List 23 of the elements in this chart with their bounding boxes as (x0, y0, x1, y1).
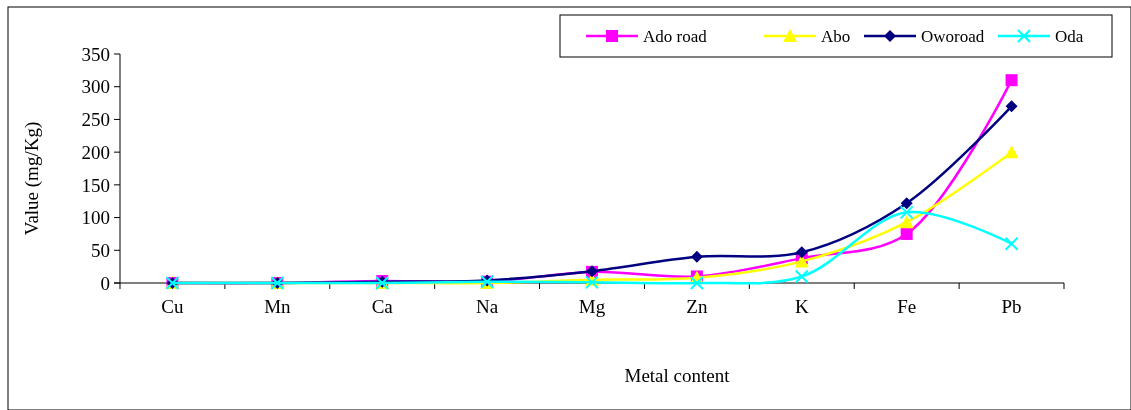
legend-label: Oworoad (921, 26, 985, 46)
y-tick-label: 250 (81, 109, 110, 131)
x-tick-label: Mn (264, 296, 292, 317)
y-tick-label: 300 (81, 76, 110, 98)
x-tick-label: Na (476, 296, 499, 317)
y-axis-title: Value (mg/Kg) (21, 121, 43, 236)
legend-label: Abo (821, 26, 851, 46)
x-tick-label: Cu (161, 296, 185, 317)
legend-label: Oda (1055, 26, 1084, 46)
x-axis-title: Metal content (624, 365, 731, 386)
legend-label: Ado road (643, 26, 708, 46)
y-tick-label: 200 (81, 141, 110, 163)
x-tick-label: Mg (578, 296, 606, 317)
x-tick-label: Ca (371, 296, 394, 317)
x-tick-label: Fe (897, 296, 917, 317)
x-tick-label: Pb (1001, 296, 1022, 317)
y-tick-label: 150 (81, 174, 110, 196)
y-tick-label: 350 (81, 43, 110, 65)
x-tick-label: K (794, 296, 809, 317)
y-tick-label: 0 (100, 272, 110, 294)
y-tick-label: 50 (91, 239, 110, 261)
x-tick-label: Zn (686, 296, 708, 317)
y-tick-label: 100 (81, 207, 110, 229)
